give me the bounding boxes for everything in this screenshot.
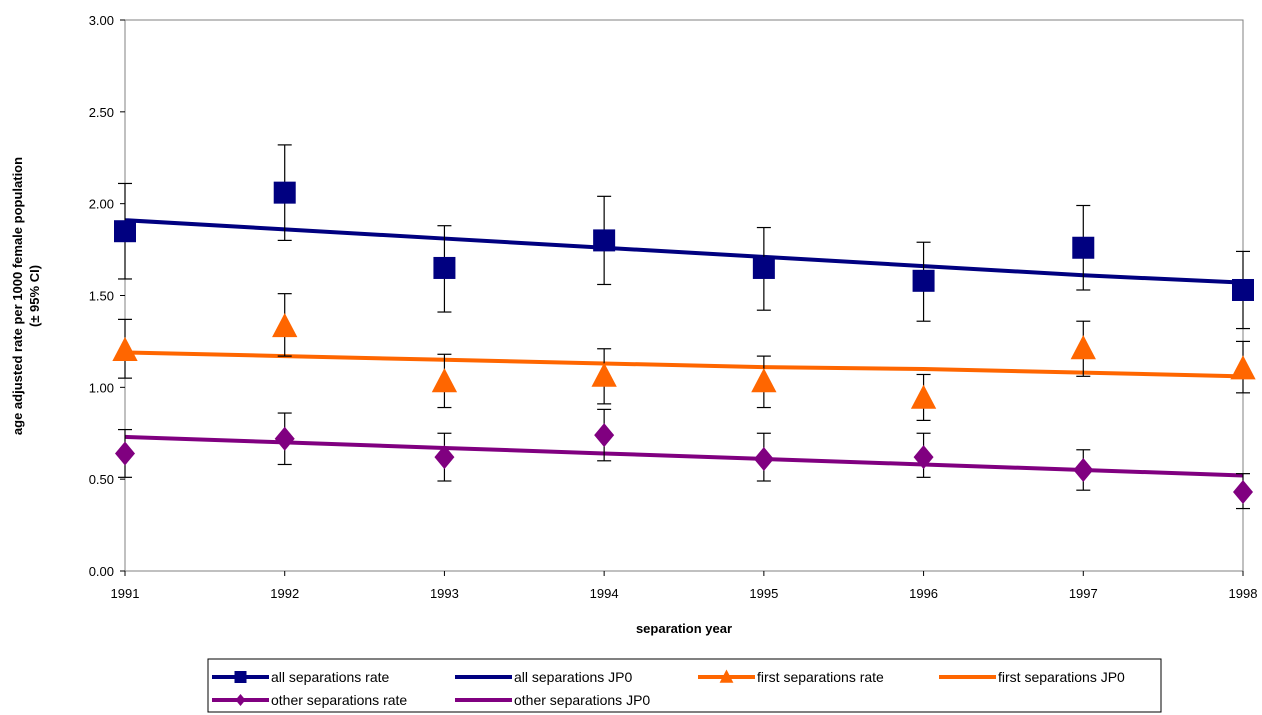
first-separations-rate-point [112,336,138,362]
other-separations-rate-point [594,423,615,448]
y-axis-title: age adjusted rate per 1000 female popula… [10,157,25,435]
trend-lines-layer [124,218,1244,478]
all-separations-rate-point [273,181,296,204]
y-tick-label: 0.00 [89,564,114,579]
axis-layer: 0.00 0.50 1.00 1.50 2.00 2.50 3.00 1991 1992 1993… [89,13,1258,601]
legend-label-all-separations-rate: all separations rate [271,669,390,685]
legend-label-first-separations-jp0: first separations JP0 [998,669,1125,685]
other-separations-rate-point [434,445,455,470]
x-tick-label: 1998 [1229,586,1258,601]
all-separations-rate-point [912,269,935,292]
x-tick-label: 1993 [430,586,459,601]
x-tick-label: 1994 [590,586,619,601]
first-separations-rate-point [910,384,937,409]
first-separations-jp0-line [124,350,1244,379]
y-axis-title-ci: (± 95% CI) [27,265,42,327]
x-tick-label: 1992 [270,586,299,601]
all-separations-rate-point [114,220,136,243]
legend-label-all-separations-jp0: all separations JP0 [514,669,633,685]
x-tick-label: 1995 [749,586,778,601]
all-separations-rate-point [1232,278,1254,301]
all-separations-rate-point [1072,236,1095,259]
other-separations-rate-point [913,445,934,470]
all-separations-jp0-line [124,218,1244,285]
other-separations-rate-point [274,426,295,451]
first-separations-rate-point [431,368,458,393]
other-separations-rate-point [1233,480,1253,505]
y-tick-label: 2.50 [89,105,114,120]
legend-marker-other-separations-rate [235,694,246,706]
first-separations-rate-point [1230,355,1256,380]
legend-marker-all-separations-rate [234,671,247,683]
first-separations-rate-point [751,368,777,393]
legend: all separations rate all separations JP0 f… [212,669,1125,708]
y-tick-label: 0.50 [89,472,114,487]
y-tick-label: 1.00 [89,380,114,395]
legend-label-other-separations-rate: other separations rate [271,692,407,708]
legend-marker-first-separations-rate [719,669,734,683]
y-tick-label: 1.50 [89,289,114,304]
all-separations-rate-point [433,256,456,279]
all-separations-rate-point [752,256,775,279]
x-axis-title: separation year [636,621,732,636]
all-separations-rate-point [593,229,616,252]
x-tick-label: 1991 [111,586,140,601]
markers-layer [112,181,1256,505]
other-separations-rate-point [1073,457,1094,482]
x-tick-label: 1996 [909,586,938,601]
legend-box [207,658,1162,713]
legend-label-first-separations-rate: first separations rate [757,669,884,685]
other-separations-rate-point [115,441,135,466]
first-separations-rate-point [1070,335,1096,360]
first-separations-rate-point [591,362,617,387]
first-separations-rate-point [272,312,298,338]
legend-label-other-separations-jp0: other separations JP0 [514,692,650,708]
plot-frame [124,19,1244,572]
x-tick-label: 1997 [1069,586,1098,601]
y-tick-label: 2.00 [89,197,114,212]
other-separations-rate-point [753,446,774,471]
y-tick-label: 3.00 [89,13,114,28]
other-separations-jp0-line [124,434,1244,478]
